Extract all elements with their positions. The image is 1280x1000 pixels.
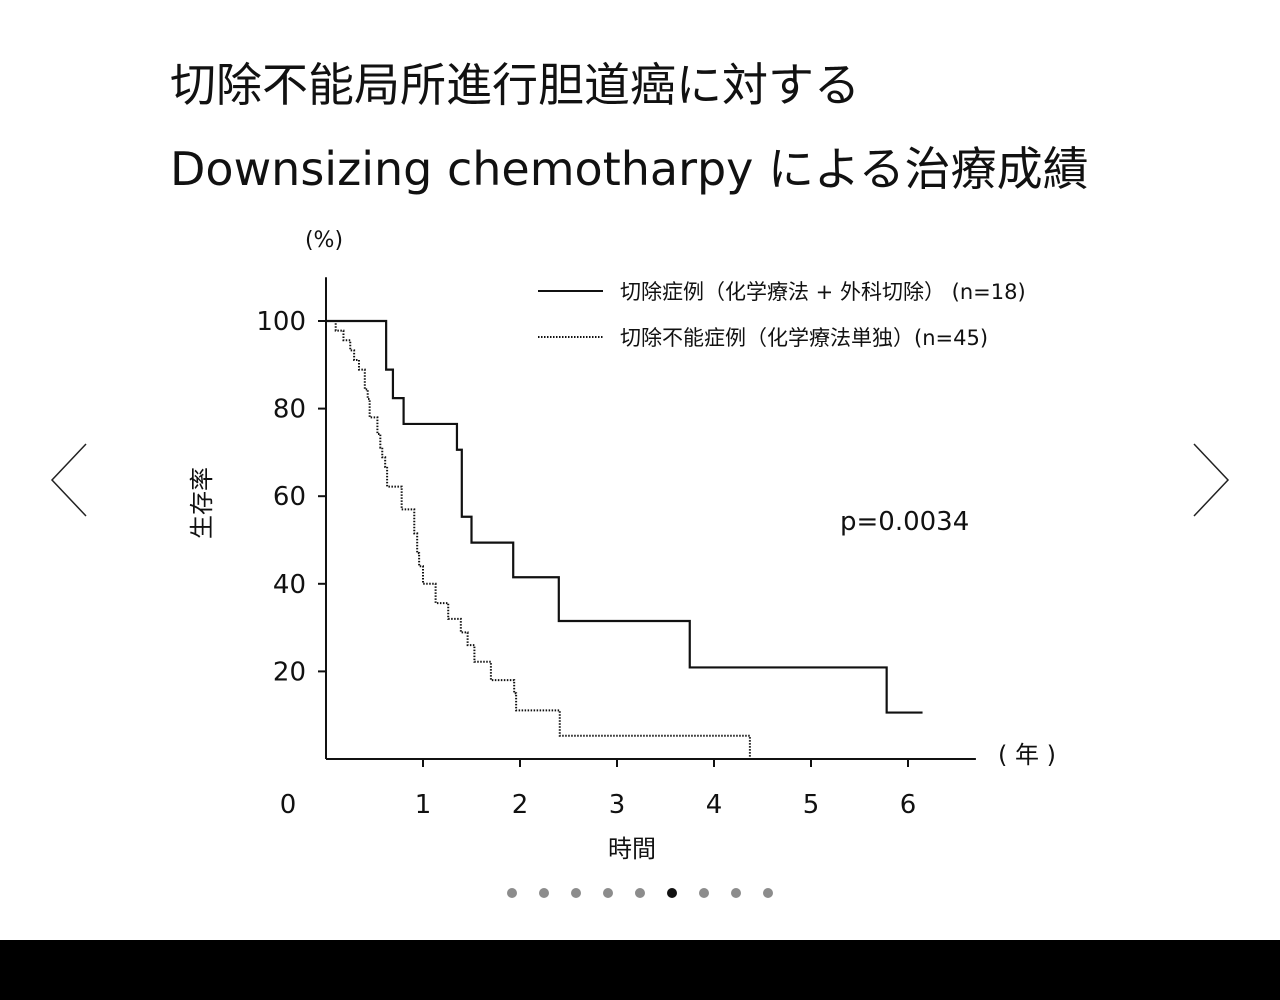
pagination-dot[interactable] bbox=[731, 888, 741, 898]
x-tick-label: 2 bbox=[512, 790, 529, 820]
footer-bar bbox=[0, 940, 1280, 1000]
x-tick-label: 3 bbox=[609, 790, 626, 820]
y-tick-label: 60 bbox=[273, 482, 306, 512]
pagination-dot[interactable] bbox=[603, 888, 613, 898]
y-tick-label: 40 bbox=[273, 570, 306, 600]
x-tick-label: 5 bbox=[803, 790, 820, 820]
pagination-dot[interactable] bbox=[699, 888, 709, 898]
previous-slide-button[interactable] bbox=[48, 440, 88, 520]
y-axis-unit: (%) bbox=[305, 228, 343, 253]
chart-legend: 切除症例（化学療法 + 外科切除） (n=18) 切除不能症例（化学療法単独）(n… bbox=[538, 280, 1026, 350]
x-tick-label: 6 bbox=[900, 790, 917, 820]
slide: 切除不能局所進行胆道癌に対する Downsizing chemotharpy に… bbox=[0, 58, 1280, 902]
slide-title-line-1: 切除不能局所進行胆道癌に対する bbox=[170, 58, 860, 112]
pagination-dot[interactable] bbox=[507, 888, 517, 898]
x-axis-unit: ( 年 ) bbox=[998, 741, 1056, 769]
p-value-annotation: p=0.0034 bbox=[840, 507, 969, 537]
chart-series bbox=[326, 319, 923, 759]
next-slide-button[interactable] bbox=[1192, 440, 1232, 520]
series-unresectable-line bbox=[326, 320, 751, 759]
pagination-dot[interactable] bbox=[539, 888, 549, 898]
x-tick-label: 4 bbox=[706, 790, 723, 820]
y-tick-label: 80 bbox=[273, 395, 306, 425]
origin-label: 0 bbox=[280, 790, 297, 820]
y-tick-label: 100 bbox=[256, 307, 306, 337]
survival-chart: 20 40 60 80 100 1 2 3 4 5 6 切除症例（化学療法 + 外科切除） (n=1… bbox=[188, 228, 1056, 863]
slide-pagination bbox=[0, 888, 1280, 902]
series-resected-line bbox=[326, 319, 923, 714]
slide-title-line-2: Downsizing chemotharpy による治療成績 bbox=[170, 142, 1089, 196]
y-tick-label: 20 bbox=[273, 657, 306, 687]
pagination-dot[interactable] bbox=[571, 888, 581, 898]
chevron-left-icon bbox=[50, 443, 87, 517]
legend-entry: 切除症例（化学療法 + 外科切除） (n=18) bbox=[620, 280, 1026, 304]
legend-entry: 切除不能症例（化学療法単独）(n=45) bbox=[620, 326, 988, 350]
pagination-dot[interactable] bbox=[635, 888, 645, 898]
pagination-dot[interactable] bbox=[763, 888, 773, 898]
x-tick-label: 1 bbox=[415, 790, 432, 820]
chevron-right-icon bbox=[1193, 443, 1230, 517]
y-axis-label: 生存率 bbox=[188, 467, 216, 539]
chart-axes: 20 40 60 80 100 1 2 3 4 5 6 bbox=[256, 277, 976, 820]
x-axis-label: 時間 bbox=[608, 835, 656, 863]
pagination-dot[interactable] bbox=[667, 888, 677, 898]
